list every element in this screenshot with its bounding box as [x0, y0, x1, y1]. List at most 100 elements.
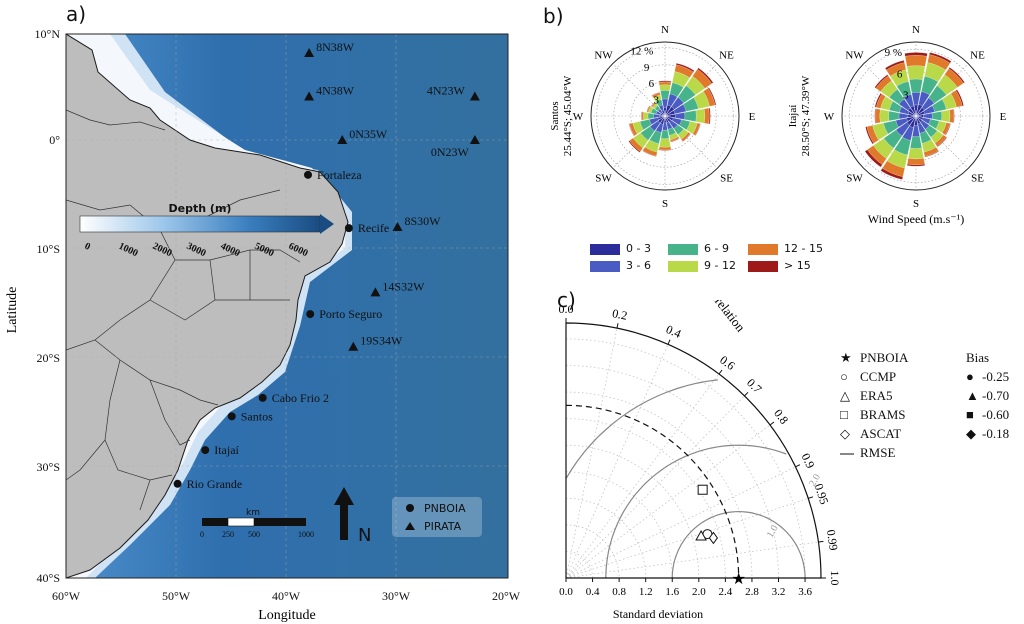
corr-tick: 0.95: [812, 482, 832, 506]
std-grid-arc: [565, 524, 620, 579]
depth-title: Depth (m): [169, 202, 232, 215]
pirata-label: 14S32W: [382, 279, 425, 293]
rose-wedge: [915, 115, 921, 125]
taylor-legend-bias: Bias ● -0.25 ▲ -0.70 ■ -0.60 ◆ -0.18: [966, 350, 1009, 445]
rose-wedge: [915, 110, 925, 117]
map-frame: [65, 33, 509, 579]
triangle-open-icon: △: [840, 388, 850, 403]
lon-tick: 30°W: [382, 589, 411, 603]
legend-bin-3: 9 - 12: [668, 259, 736, 272]
rose-wedge: [907, 107, 917, 117]
reference-std-arc: [565, 404, 740, 579]
station-markers: Fortaleza Recife Porto Seguro Cabo Frio 2 Sa…: [173, 40, 480, 491]
rose-grid-ring: [596, 47, 734, 185]
bias-title: Bias: [966, 350, 990, 365]
lat-tick: 10°S: [37, 242, 60, 256]
rose-direction-label: NE: [970, 49, 985, 61]
legend-ascat: ◇ ASCAT: [840, 426, 902, 441]
rose-right-coords: 28.50°S; 47.39°W: [800, 75, 812, 156]
panel-c-label: c): [557, 288, 576, 312]
pirata-label: 0N23W: [431, 145, 470, 159]
scale-tick: 1000: [298, 530, 314, 539]
bias-row: ● -0.25: [966, 369, 1010, 384]
rose-radial-tick: 9 %: [885, 47, 902, 59]
pnboia-marker: [173, 479, 182, 488]
std-grid-arc: [565, 444, 700, 579]
bias-row: ◆ -0.18: [966, 426, 1010, 441]
rose-wedge: [914, 115, 918, 126]
map-xlabel: Longitude: [258, 608, 316, 623]
rose-direction-label: N: [661, 24, 669, 36]
pnboia-legend-marker: [406, 504, 414, 512]
legend-bin-4: 12 - 15: [748, 242, 823, 255]
lon-tick: 50°W: [162, 589, 191, 603]
taylor-legend: ★ PNBOIA ○ CCMP △ ERA5 □ BRAMS ◇ ASCAT RMSE B…: [840, 350, 1020, 470]
lon-tick: 60°W: [52, 589, 81, 603]
rose-outline: [841, 41, 991, 191]
rmse-tick: 1.0: [765, 523, 781, 539]
lon-tick: 40°W: [272, 589, 301, 603]
depth-tick: 0: [83, 241, 92, 253]
pnboia-label: Recife: [358, 221, 389, 235]
legend-bin-2: 6 - 9: [668, 242, 729, 255]
std-tick: 0.0: [559, 586, 573, 598]
rose-radial-tick: 6: [649, 78, 655, 90]
panel-a-label: a): [66, 2, 87, 26]
std-grid-arc: [565, 497, 647, 579]
taylor-frame: [565, 322, 822, 579]
legend-bin-1: 3 - 6: [590, 259, 651, 272]
std-tick: 1.6: [665, 586, 679, 598]
std-grid-arc: [565, 391, 753, 579]
swatch-icon: [748, 260, 778, 272]
corr-tick: 0.0: [559, 302, 574, 316]
rose-radial-tick: 3: [903, 90, 909, 102]
pirata-label: 0N35W: [349, 127, 388, 141]
std-tick: 1.2: [639, 586, 653, 598]
corr-tick: 0.9: [799, 451, 818, 471]
corr-tick-mark: [616, 323, 619, 329]
legend-ccmp: ○ CCMP: [840, 369, 897, 384]
rose-wedge: [664, 115, 672, 123]
pirata-marker: [304, 91, 315, 101]
corr-tick: 0.6: [717, 353, 737, 373]
wind-rose-santos: 3 6 9 12 % N NE E SE S SW W NW: [573, 24, 756, 210]
pnboia-label: Fortaleza: [317, 168, 362, 182]
rose-direction-label: NW: [845, 49, 864, 61]
legend-pnboia-label: PNBOIA: [424, 502, 466, 515]
map-figure: 10°N 0° 10°S 20°S 30°S 40°S 60°W 50°W 40…: [5, 27, 521, 623]
corr-grid-ray: [565, 498, 809, 579]
corr-tick-mark: [718, 369, 723, 375]
line-icon: [840, 453, 854, 456]
legend-era5: △ ERA5: [840, 388, 893, 403]
north-label: N: [358, 525, 371, 546]
pirata-marker: [392, 222, 403, 232]
square-filled-icon: ■: [966, 407, 974, 422]
rose-wedge: [657, 115, 666, 121]
land-south-america: [66, 34, 349, 578]
std-grid-arc: [565, 471, 673, 579]
rose-wedge: [661, 110, 666, 117]
taylor-legend-models: ★ PNBOIA ○ CCMP △ ERA5 □ BRAMS ◇ ASCAT RMSE: [840, 350, 908, 464]
legend-bin-5: > 15: [748, 259, 811, 272]
north-arrow: N: [334, 487, 371, 546]
corr-tick-mark: [795, 464, 801, 468]
pirata-label: 19S34W: [360, 334, 403, 348]
std-grid-arc: [565, 418, 726, 579]
ascat-point: [708, 531, 719, 545]
rose-direction-label: W: [824, 111, 835, 123]
pnboia-marker: [303, 170, 312, 179]
std-tick: 2.8: [745, 586, 759, 598]
pnboia-label: Cabo Frio 2: [272, 391, 329, 405]
rmse-arc: [565, 379, 718, 479]
pnboia-label: Rio Grande: [187, 477, 243, 491]
rose-direction-label: SW: [595, 173, 612, 185]
rose-wedge: [663, 115, 667, 123]
rose-left-coords: 25.44°S; 45.04°W: [562, 75, 574, 156]
corr-tick: 0.8: [771, 406, 791, 426]
corr-tick-mark: [744, 391, 749, 397]
pnboia-label: Santos: [241, 409, 273, 423]
scale-tick: 500: [248, 530, 260, 539]
rose-wedge: [898, 112, 917, 120]
rose-radial-tick: 3: [653, 95, 659, 107]
circle-open-icon: ○: [840, 369, 848, 384]
